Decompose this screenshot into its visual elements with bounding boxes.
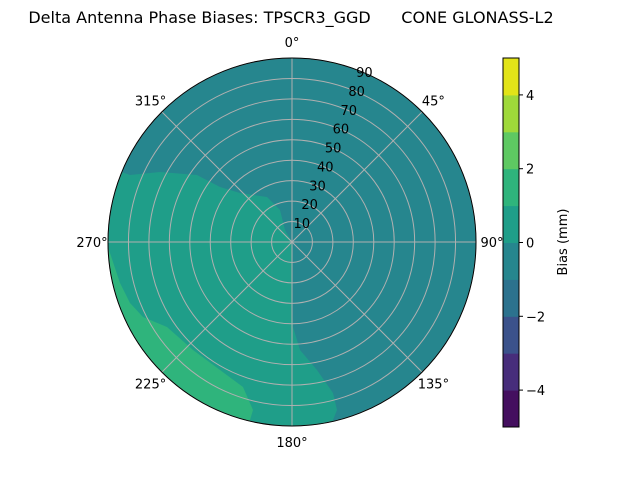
theta-tick-label: 45° — [422, 95, 445, 110]
theta-tick-label: 135° — [418, 377, 449, 392]
colorbar-band — [503, 94, 519, 133]
colorbar-tick-label: −2 — [526, 310, 545, 325]
theta-tick-label: 225° — [135, 377, 166, 392]
theta-tick-label: 180° — [276, 436, 307, 451]
polar-plot: 10 20 30 40 50 60 70 80 90 0° 45° 90° 135° 180° 225° 27… — [76, 36, 503, 451]
r-tick-label: 30 — [309, 179, 326, 194]
colorbar-band — [503, 279, 519, 317]
theta-tick-label: 0° — [285, 36, 300, 51]
colorbar-tick-label: 2 — [526, 163, 534, 178]
colorbar-band — [503, 316, 519, 354]
theta-gridline — [291, 111, 423, 243]
plot-border — [107, 57, 477, 427]
r-tick-label: 20 — [301, 198, 318, 213]
r-tick-label: 40 — [317, 160, 334, 175]
theta-tick-label: 315° — [135, 95, 166, 110]
chart-title: Delta Antenna Phase Biases: TPSCR3_GGD C… — [28, 8, 553, 28]
r-tick-label: 60 — [333, 123, 350, 138]
theta-tick-label: 270° — [76, 236, 107, 251]
colorbar-band — [503, 131, 519, 170]
theta-gridline — [161, 111, 293, 243]
r-tick-label: 80 — [348, 85, 365, 100]
r-tick-label: 70 — [340, 104, 357, 119]
colorbar-band — [503, 58, 519, 96]
colorbar-tick-label: −4 — [526, 384, 545, 399]
theta-gridline — [291, 241, 423, 373]
colorbar-band — [503, 390, 519, 428]
colorbar-tick-label: 4 — [526, 89, 534, 104]
theta-gridline — [161, 241, 293, 373]
colorbar-tick-label: 0 — [526, 237, 534, 252]
colorbar-band — [503, 242, 519, 280]
r-tick-label: 10 — [294, 217, 311, 232]
r-tick-label: 50 — [325, 142, 342, 157]
colorbar: −4 −2 0 2 4 — [502, 57, 545, 428]
colorbar-label: Bias (mm) — [556, 209, 571, 276]
theta-tick-label: 90° — [480, 236, 503, 251]
colorbar-band — [503, 205, 519, 243]
colorbar-band — [503, 168, 519, 207]
colorbar-band — [503, 353, 519, 391]
r-tick-label: 90 — [356, 66, 373, 81]
